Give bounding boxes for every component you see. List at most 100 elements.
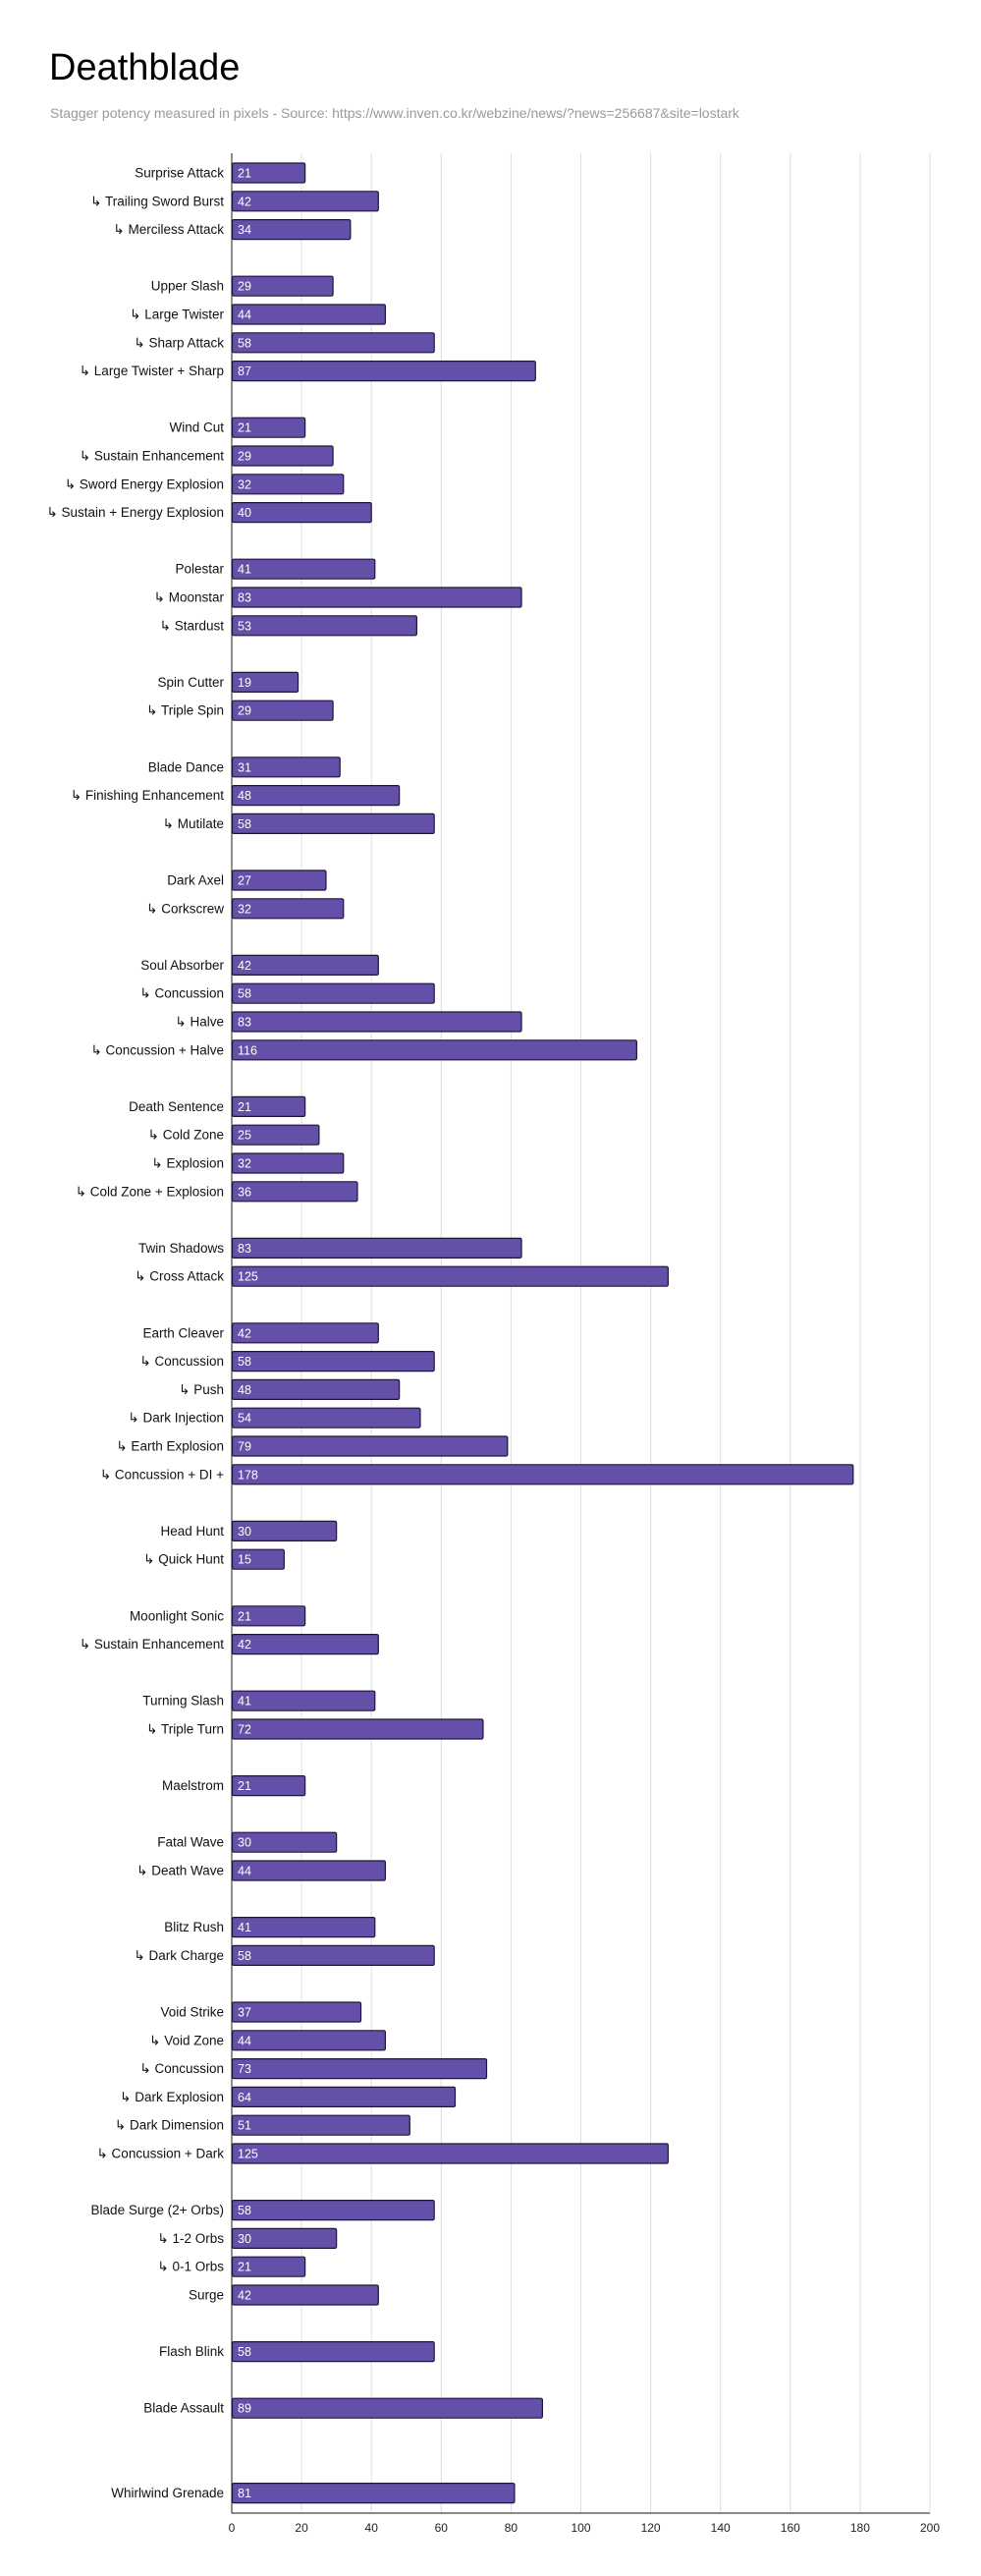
- category-label: Death Sentence: [129, 1099, 224, 1114]
- category-label: Head Hunt: [160, 1524, 224, 1539]
- bar: [231, 1916, 376, 1938]
- x-axis-ticks: 0 20 40 60 80 100 120 140 160 180 200: [229, 2521, 941, 2535]
- category-label: ↳ Dark Explosion: [120, 2090, 224, 2104]
- bar: [231, 2256, 306, 2277]
- data-label: 21: [238, 2261, 251, 2274]
- category-label: ↳ Mutilate: [163, 816, 224, 831]
- x-tick-label: 140: [711, 2521, 731, 2535]
- bar: [231, 304, 387, 325]
- category-label: Dark Axel: [167, 873, 224, 888]
- x-tick-label: 100: [571, 2521, 590, 2535]
- bar: [231, 756, 341, 778]
- bar: [231, 869, 327, 891]
- category-label: ↳ Sustain Enhancement: [80, 1637, 224, 1652]
- category-label: ↳ Sustain + Energy Explosion: [46, 505, 224, 520]
- data-label: 40: [238, 506, 251, 520]
- data-label: 58: [238, 987, 251, 1001]
- data-label: 42: [238, 959, 251, 973]
- category-label: ↳ Push: [179, 1382, 224, 1397]
- category-label: ↳ Stardust: [160, 618, 225, 633]
- category-label: ↳ Concussion: [139, 1354, 224, 1369]
- data-label: 25: [238, 1129, 251, 1143]
- x-tick-label: 180: [850, 2521, 870, 2535]
- category-label: ↳ Dark Dimension: [115, 2118, 224, 2133]
- data-label: 34: [238, 223, 251, 237]
- data-label: 42: [238, 195, 251, 208]
- x-tick-label: 200: [920, 2521, 940, 2535]
- bar: [231, 982, 435, 1004]
- data-label: 29: [238, 450, 251, 464]
- data-label: 116: [238, 1043, 257, 1057]
- data-label: 44: [238, 308, 251, 322]
- bar: [231, 1095, 306, 1118]
- data-label: 58: [238, 2345, 251, 2359]
- bar: [231, 2227, 338, 2249]
- x-tick-label: 40: [365, 2521, 379, 2535]
- bar: [231, 558, 376, 580]
- bar: [231, 219, 352, 241]
- bar: [231, 417, 306, 438]
- bar: [231, 2397, 543, 2419]
- bar: [231, 1520, 338, 1542]
- category-label: ↳ Cross Attack: [135, 1269, 224, 1284]
- category-label: Void Strike: [160, 2005, 224, 2020]
- bars: Surprise Attack 21 ↳ Trailing Sword Burst 4…: [46, 162, 854, 2504]
- category-label: ↳ Halve: [175, 1015, 224, 1030]
- data-label: 29: [238, 280, 251, 294]
- data-label: 30: [238, 2232, 251, 2246]
- data-label: 83: [238, 591, 251, 605]
- bar: [231, 587, 522, 608]
- bar: [231, 2483, 516, 2504]
- category-label: ↳ Dark Charge: [134, 1948, 224, 1963]
- data-label: 125: [238, 1270, 258, 1284]
- bar: [231, 1690, 376, 1711]
- category-label: ↳ 1-2 Orbs: [157, 2231, 224, 2246]
- bar: [231, 1181, 358, 1203]
- category-label: ↳ Concussion: [139, 2061, 224, 2076]
- bar: [231, 445, 334, 467]
- data-label: 51: [238, 2119, 251, 2133]
- bar: [231, 2058, 488, 2080]
- category-label: Flash Blink: [159, 2344, 224, 2359]
- bar: [231, 898, 345, 920]
- bar: [231, 1237, 522, 1260]
- data-label: 37: [238, 2006, 251, 2020]
- category-label: Wind Cut: [169, 420, 224, 435]
- bar: [231, 191, 379, 212]
- data-label: 19: [238, 676, 251, 690]
- bar: [231, 1718, 484, 1740]
- data-label: 41: [238, 563, 251, 577]
- bar: [231, 1378, 401, 1401]
- category-label: Moonlight Sonic: [130, 1608, 224, 1623]
- bar: [231, 474, 345, 495]
- category-label: Twin Shadows: [138, 1241, 224, 1256]
- data-label: 48: [238, 789, 251, 803]
- category-label: Blitz Rush: [164, 1920, 224, 1934]
- data-label: 27: [238, 874, 251, 888]
- bar: [231, 502, 372, 524]
- bar: [231, 1774, 306, 1797]
- category-label: ↳ Concussion + DI +: [100, 1467, 224, 1482]
- data-label: 44: [238, 1865, 251, 1878]
- category-label: Blade Surge (2+ Orbs): [91, 2203, 224, 2217]
- data-label: 36: [238, 1185, 251, 1199]
- bar: [231, 1831, 338, 1853]
- category-label: ↳ Concussion + Dark: [97, 2147, 225, 2161]
- category-label: Surge: [189, 2288, 224, 2303]
- bar: [231, 1435, 509, 1457]
- data-label: 21: [238, 1100, 251, 1114]
- bar: [231, 1464, 854, 1485]
- data-label: 54: [238, 1412, 251, 1426]
- data-label: 81: [238, 2487, 251, 2500]
- bar: [231, 361, 536, 382]
- chart-subtitle: Stagger potency measured in pixels - Sou…: [50, 105, 739, 121]
- data-label: 48: [238, 1383, 251, 1397]
- category-label: Blade Dance: [148, 759, 224, 774]
- bar: [231, 1407, 421, 1428]
- bar: [231, 784, 401, 807]
- data-label: 79: [238, 1440, 251, 1454]
- data-label: 125: [238, 2148, 258, 2161]
- data-label: 83: [238, 1016, 251, 1030]
- bar: [231, 1548, 285, 1570]
